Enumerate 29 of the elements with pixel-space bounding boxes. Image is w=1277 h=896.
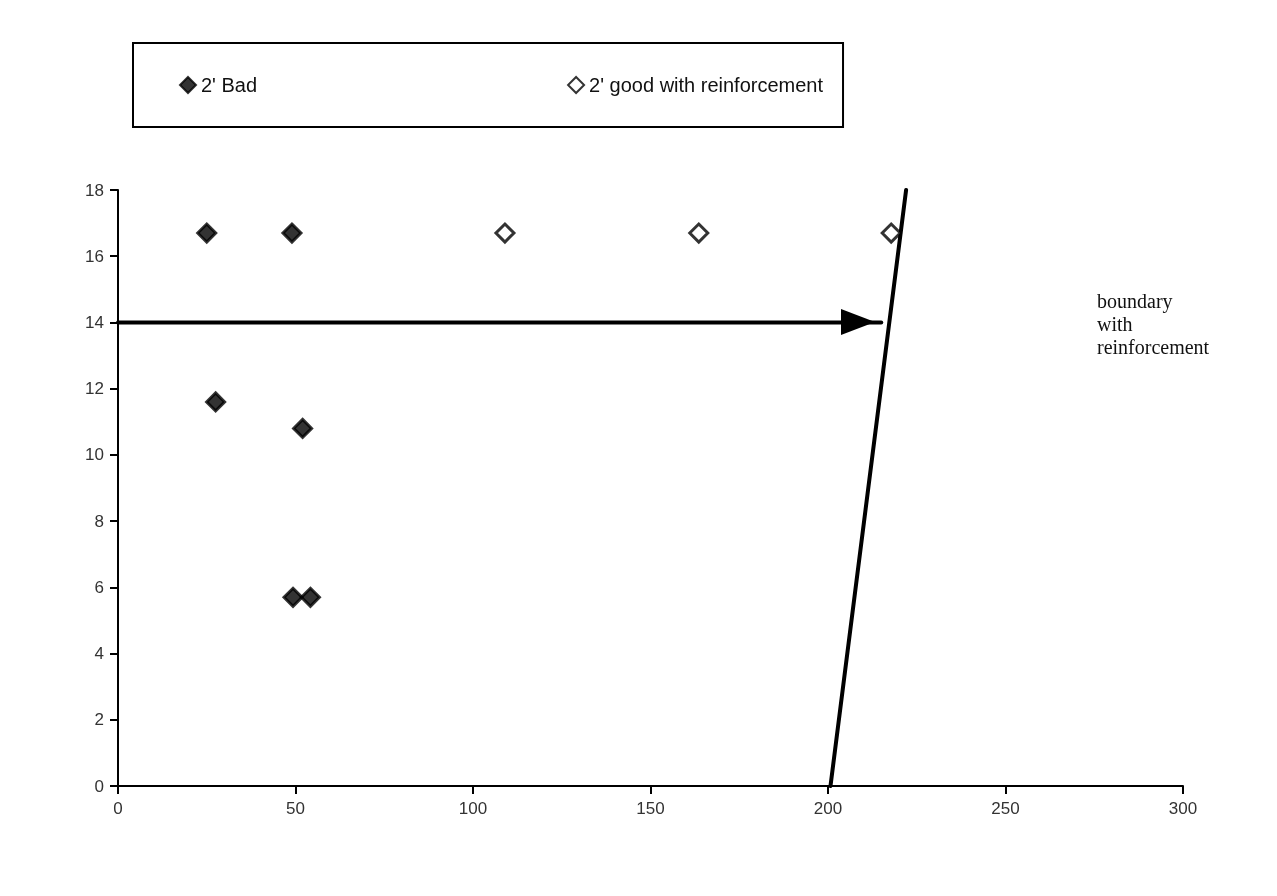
y-tick-label: 4: [94, 644, 104, 664]
x-tick-label: 0: [113, 799, 123, 818]
point: [205, 391, 227, 413]
y-tick-label: 8: [94, 511, 104, 531]
legend-label: 2' good with reinforcement: [589, 74, 824, 96]
x-tick-label: 300: [1168, 799, 1198, 818]
point: [281, 222, 303, 244]
x-tick-label: 150: [636, 799, 665, 818]
x-tick-label: 200: [813, 799, 843, 818]
x-tick-label: 250: [991, 799, 1020, 818]
point: [292, 417, 314, 439]
point: [299, 586, 321, 608]
point: [282, 586, 304, 608]
y-tick-label: 6: [94, 577, 104, 597]
y-tick-label: 16: [85, 246, 104, 266]
legend-label: 2' Bad: [201, 74, 258, 96]
point: [880, 222, 902, 244]
point: [688, 222, 710, 244]
y-tick-label: 10: [85, 445, 104, 465]
y-tick-label: 0: [94, 776, 104, 796]
y-tick-label: 2: [94, 710, 104, 730]
y-tick-label: 18: [85, 180, 104, 200]
point: [196, 222, 218, 244]
annotation: boundary with reinforcement: [1097, 290, 1210, 359]
y-tick-label: 14: [85, 312, 104, 332]
point: [494, 222, 516, 244]
x-tick-label: 100: [458, 799, 488, 818]
y-tick-label: 12: [85, 379, 104, 399]
x-tick-label: 50: [286, 799, 305, 818]
